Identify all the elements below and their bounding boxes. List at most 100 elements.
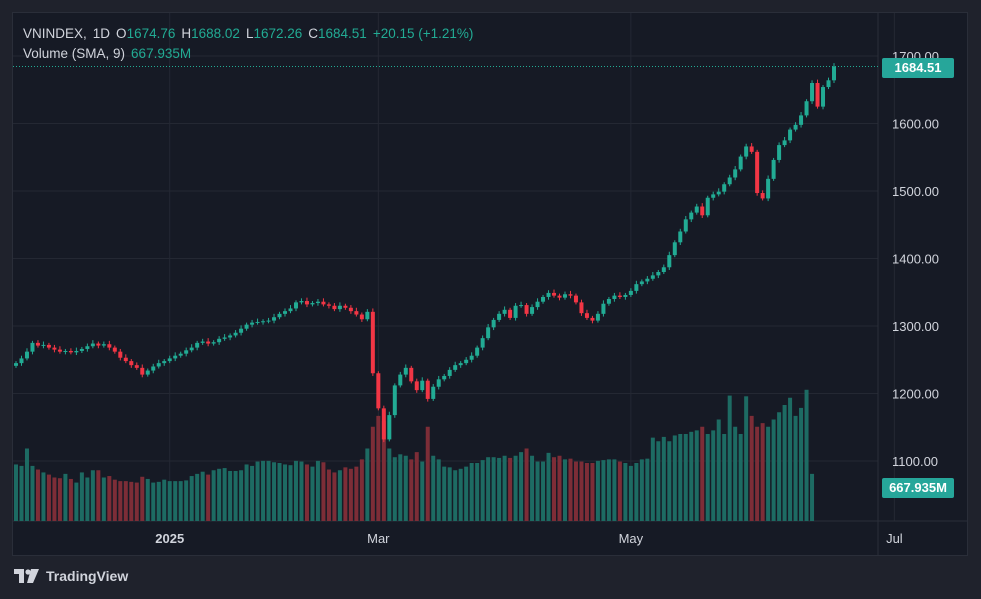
candle-body: [700, 206, 705, 216]
volume-bar: [700, 426, 705, 521]
volume-bar: [562, 459, 567, 521]
volume-bar: [414, 452, 419, 521]
tradingview-logo[interactable]: TradingView: [14, 568, 128, 584]
candle-body: [387, 415, 392, 440]
volume-bar: [409, 459, 414, 521]
volume-bar: [788, 397, 793, 521]
candle-body: [403, 367, 408, 375]
volume-indicator-label[interactable]: Volume (SMA, 9): [23, 46, 126, 61]
candle-body: [469, 355, 474, 360]
candle-body: [244, 324, 249, 329]
volume-bar: [617, 461, 622, 521]
candle-body: [79, 348, 84, 351]
candle-body: [348, 307, 353, 312]
volume-bar: [524, 448, 529, 521]
volume-bar: [222, 468, 227, 521]
candle-body: [480, 338, 485, 348]
candle-body: [491, 319, 496, 328]
volume-bar: [453, 470, 458, 521]
candle-body: [612, 295, 617, 299]
volume-bar: [57, 478, 62, 521]
volume-bar: [623, 463, 628, 521]
volume-bar: [733, 426, 738, 521]
volume-bar: [579, 461, 584, 521]
high-value: 1688.02: [191, 26, 240, 41]
volume-bar: [667, 441, 672, 521]
volume-bar: [79, 472, 84, 521]
candle-body: [184, 350, 189, 354]
volume-bar: [683, 434, 688, 521]
volume-bar: [755, 426, 760, 521]
volume-bar: [370, 426, 375, 521]
symbol-label[interactable]: VNINDEX: [23, 26, 84, 41]
volume-bar: [107, 476, 112, 521]
high-label: H: [181, 26, 192, 41]
close-value: 1684.51: [318, 26, 367, 41]
candle-body: [167, 358, 172, 362]
interval-label[interactable]: 1D: [92, 26, 111, 41]
candle-body: [85, 346, 90, 349]
candle-body: [475, 347, 480, 356]
volume-bar: [782, 405, 787, 521]
volume-bar: [584, 463, 589, 521]
volume-bar: [272, 462, 277, 521]
candle-body: [409, 367, 414, 382]
volume-bar: [189, 476, 194, 521]
candle-body: [590, 317, 595, 321]
candle-body: [381, 408, 386, 440]
volume-bar: [760, 423, 765, 521]
volume-bar: [738, 434, 743, 521]
candle-body: [513, 305, 518, 318]
volume-bar: [19, 465, 24, 521]
x-tick-label: May: [619, 531, 644, 546]
candle-body: [228, 335, 233, 338]
candle-body: [35, 342, 40, 346]
candle-body: [200, 341, 205, 343]
candle-body: [420, 380, 425, 391]
candle-body: [722, 184, 727, 192]
candle-body: [233, 332, 238, 336]
volume-bar: [749, 415, 754, 521]
candle-body: [376, 373, 381, 409]
volume-bar: [678, 434, 683, 521]
volume-bar: [381, 420, 386, 521]
candle-body: [628, 290, 633, 295]
candle-body: [782, 140, 787, 146]
volume-bar: [810, 473, 815, 521]
candle-body: [579, 302, 584, 314]
candle-body: [716, 191, 721, 195]
volume-bar: [195, 473, 200, 521]
candle-body: [826, 80, 831, 88]
candle-body: [14, 363, 18, 366]
candle-body: [552, 292, 557, 296]
volume-bar: [513, 455, 518, 521]
volume-bar: [656, 441, 661, 521]
open-value: 1674.76: [126, 26, 176, 41]
candle-body: [283, 311, 288, 314]
y-tick-label: 1200.00: [892, 387, 939, 402]
volume-bar: [557, 455, 562, 521]
candle-body: [650, 275, 655, 279]
volume-bar: [74, 482, 79, 521]
volume-bar: [458, 468, 463, 521]
candle-body: [337, 305, 342, 310]
candle-body: [162, 361, 167, 364]
candle-body: [293, 302, 298, 309]
candle-body: [530, 307, 535, 314]
candle-body: [502, 309, 507, 314]
volume-bar: [601, 460, 606, 521]
volume-bar: [475, 463, 480, 521]
volume-bar: [634, 463, 639, 521]
candle-body: [19, 358, 24, 364]
candle-body: [727, 177, 732, 185]
candle-body: [617, 295, 622, 297]
volume-bar: [228, 470, 233, 521]
volume-bar: [348, 468, 353, 521]
volume-bar: [200, 471, 205, 521]
candle-body: [222, 337, 227, 339]
volume-bar: [112, 479, 117, 521]
volume-bar: [480, 460, 485, 521]
candle-body: [272, 317, 277, 321]
volume-bar: [162, 479, 167, 521]
